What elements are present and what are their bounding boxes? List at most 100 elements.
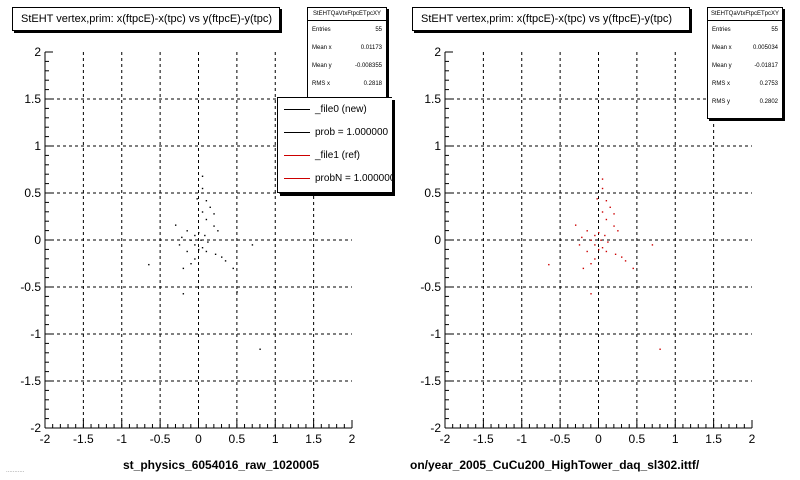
data-point: [213, 213, 215, 215]
data-point: [181, 236, 183, 239]
left-legend: _file0 (new) prob = 1.000000 _file1 (ref…: [277, 97, 392, 193]
data-point: [659, 348, 661, 350]
data-point: [207, 241, 209, 243]
data-point: [213, 225, 215, 227]
data-point: [217, 230, 219, 232]
stats-rms-y-label: RMS y: [712, 99, 730, 105]
y-tick-label: -1: [30, 327, 41, 341]
stats-mean-y-value: -0.01817: [754, 63, 778, 69]
data-point: [236, 291, 238, 293]
data-point: [594, 234, 596, 237]
stats-rms-y-value: 0.2802: [759, 99, 778, 105]
data-point: [624, 260, 627, 262]
data-point: [251, 244, 254, 246]
y-tick-label: -0.5: [420, 280, 441, 294]
data-point: [609, 206, 611, 208]
data-point: [204, 234, 206, 237]
data-point: [598, 248, 600, 251]
data-point: [186, 250, 188, 253]
right-stats-box: StEHTQaVtxFtpcETpcXY Entries 55 Mean x 0.0…: [707, 7, 783, 119]
legend-label: probN = 1.000000: [315, 173, 392, 184]
y-tick-label: 0.5: [24, 186, 41, 200]
y-tick-label: 1.5: [424, 92, 441, 106]
data-point: [182, 267, 185, 270]
legend-line: [284, 132, 310, 133]
data-point: [651, 244, 654, 246]
data-point: [578, 244, 581, 246]
data-point: [601, 247, 604, 249]
stats-name: StEHTQaVtxFtpcETpcXY: [308, 8, 386, 21]
legend-label: _file0 (new): [315, 104, 367, 115]
y-tick-label: -1.5: [420, 374, 441, 388]
data-point: [590, 293, 592, 295]
data-point: [190, 239, 192, 241]
data-point: [574, 224, 577, 226]
data-point: [201, 175, 204, 177]
right-plot-caption: on/year_2005_CuCu200_HighTower_daq_sl302…: [410, 458, 700, 472]
x-tick-label: -1.5: [73, 432, 94, 446]
data-point: [548, 263, 550, 266]
stats-mean-x-value: 0.01173: [360, 45, 382, 51]
data-point: [259, 348, 261, 350]
y-tick-label: 2: [434, 45, 441, 59]
data-point: [200, 239, 202, 241]
stats-entries-value: 55: [771, 27, 778, 33]
x-tick-label: 2: [749, 432, 756, 446]
x-tick-label: 0.5: [629, 432, 646, 446]
stats-mean-y-label: Mean y: [312, 63, 332, 69]
y-tick-label: -0.5: [20, 280, 41, 294]
left-plot-caption: st_physics_6054016_raw_1020005: [123, 458, 320, 472]
y-tick-label: -2: [30, 421, 41, 435]
stats-rms-x-label: RMS x: [312, 81, 330, 87]
data-point: [601, 178, 604, 180]
x-tick-label: 1: [272, 432, 279, 446]
data-point: [201, 211, 204, 213]
y-tick-label: 1.5: [24, 92, 41, 106]
data-point: [596, 198, 598, 200]
stats-mean-x-label: Mean x: [312, 45, 332, 51]
x-tick-label: -1: [516, 432, 527, 446]
y-tick-label: 0: [34, 233, 41, 247]
data-point: [605, 250, 608, 253]
footer-text: ...........: [6, 468, 25, 474]
stats-entries-value: 55: [375, 27, 382, 33]
stats-entries-label: Entries: [712, 27, 731, 33]
data-point: [614, 253, 617, 255]
legend-entry: _file0 (new): [278, 98, 392, 121]
y-tick-label: -2: [430, 421, 441, 435]
x-tick-label: -0.5: [550, 432, 571, 446]
stats-rms-x-value: 0.2753: [759, 81, 778, 87]
data-point: [190, 263, 192, 265]
data-point: [617, 230, 619, 232]
data-point: [198, 248, 200, 251]
x-tick-label: 1: [672, 432, 679, 446]
data-point: [586, 250, 588, 253]
data-point: [632, 267, 634, 270]
data-point: [201, 187, 204, 190]
data-point: [148, 263, 150, 266]
x-tick-label: 0: [595, 432, 602, 446]
data-point: [214, 253, 217, 255]
data-point: [209, 206, 211, 208]
data-point: [621, 256, 623, 258]
y-tick-label: 0: [434, 233, 441, 247]
data-point: [194, 244, 196, 246]
legend-line: [284, 109, 310, 110]
y-tick-label: 1: [34, 139, 41, 153]
x-tick-label: 0: [195, 432, 202, 446]
stats-mean-y-value: -0.008355: [354, 63, 382, 69]
x-tick-label: -1.5: [473, 432, 494, 446]
legend-line: [284, 155, 310, 156]
data-point: [613, 213, 615, 215]
y-tick-label: 0.5: [424, 186, 441, 200]
x-tick-label: -2: [440, 432, 451, 446]
data-point: [605, 218, 608, 221]
data-point: [221, 256, 223, 258]
stats-rms-x-value: 0.2818: [363, 81, 382, 87]
x-tick-label: 0.5: [229, 432, 246, 446]
legend-label: prob = 1.000000: [315, 127, 389, 138]
stats-mean-x-value: 0.005034: [752, 45, 778, 51]
x-tick-label: -2: [40, 432, 51, 446]
